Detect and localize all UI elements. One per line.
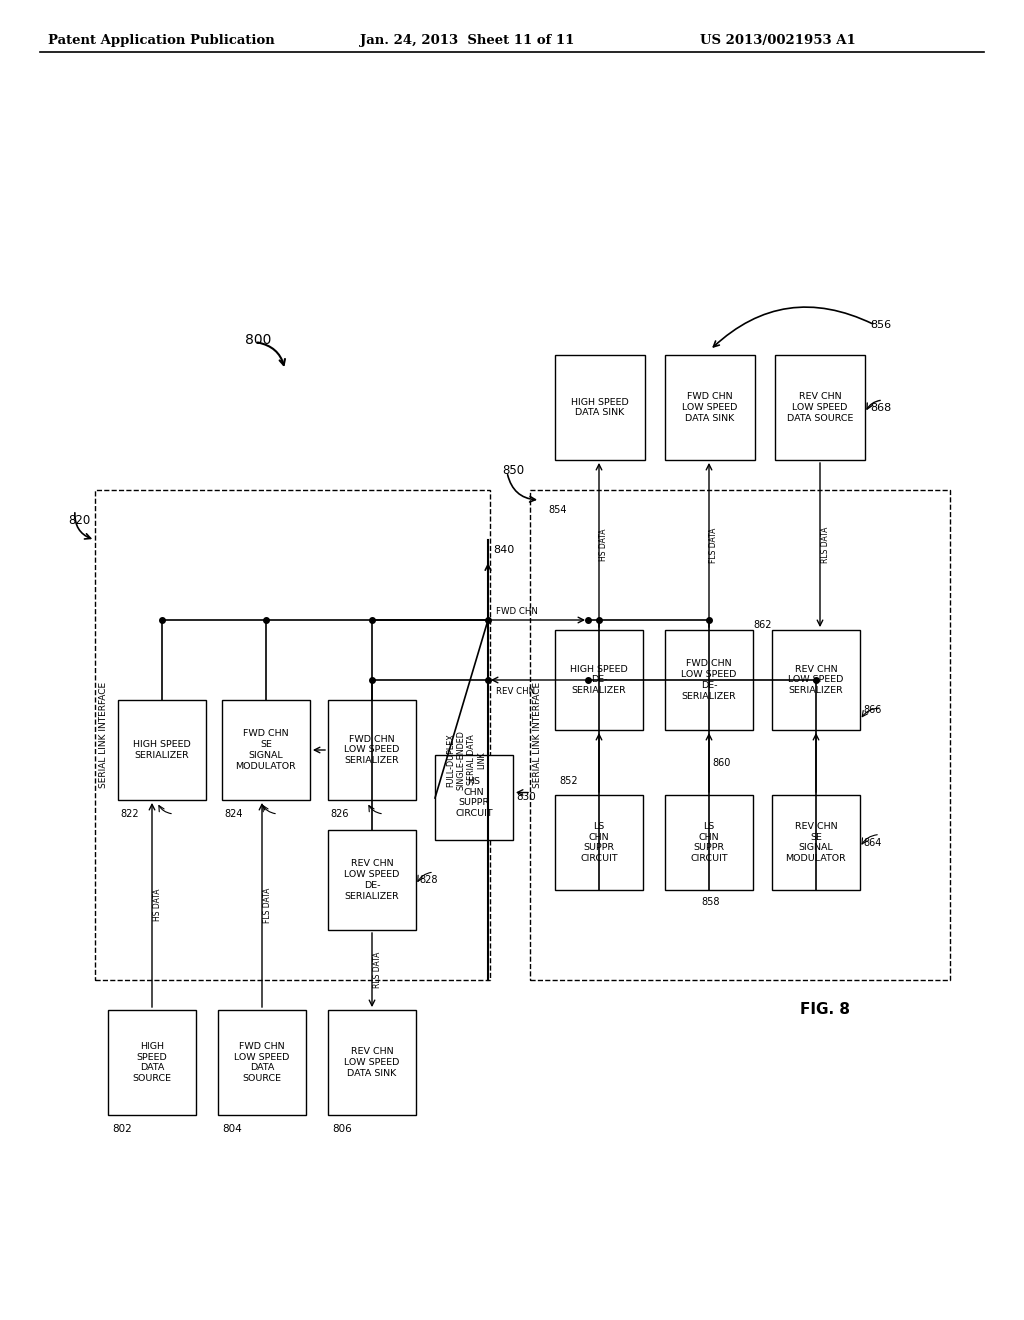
FancyBboxPatch shape — [555, 355, 645, 459]
Text: 840: 840 — [493, 545, 514, 554]
Text: HIGH
SPEED
DATA
SOURCE: HIGH SPEED DATA SOURCE — [132, 1041, 171, 1084]
Text: 864: 864 — [863, 837, 882, 847]
Text: REV CHN
LOW SPEED
DE-
SERIALIZER: REV CHN LOW SPEED DE- SERIALIZER — [344, 859, 399, 900]
FancyBboxPatch shape — [118, 700, 206, 800]
Text: REV CHN
LOW SPEED
DATA SOURCE: REV CHN LOW SPEED DATA SOURCE — [786, 392, 853, 422]
Text: 802: 802 — [112, 1125, 132, 1134]
FancyBboxPatch shape — [665, 795, 753, 890]
Text: HIGH SPEED
SERIALIZER: HIGH SPEED SERIALIZER — [133, 741, 190, 760]
Text: FWD CHN
LOW SPEED
DE-
SERIALIZER: FWD CHN LOW SPEED DE- SERIALIZER — [681, 660, 736, 701]
Text: SERIAL LINK INTERFACE: SERIAL LINK INTERFACE — [534, 682, 543, 788]
FancyBboxPatch shape — [772, 630, 860, 730]
Text: US 2013/0021953 A1: US 2013/0021953 A1 — [700, 34, 856, 48]
FancyBboxPatch shape — [222, 700, 310, 800]
FancyBboxPatch shape — [218, 1010, 306, 1115]
Text: 828: 828 — [419, 875, 437, 884]
Text: REV CHN
SE
SIGNAL
MODULATOR: REV CHN SE SIGNAL MODULATOR — [785, 822, 847, 863]
FancyBboxPatch shape — [775, 355, 865, 459]
Text: 852: 852 — [559, 776, 578, 785]
Text: 824: 824 — [224, 809, 243, 818]
Text: FWD CHN: FWD CHN — [496, 607, 538, 616]
Text: FWD CHN
LOW SPEED
DATA SINK: FWD CHN LOW SPEED DATA SINK — [682, 392, 737, 422]
Text: Patent Application Publication: Patent Application Publication — [48, 34, 274, 48]
Text: 856: 856 — [870, 319, 891, 330]
Text: FLS DATA: FLS DATA — [262, 887, 271, 923]
Text: HS DATA: HS DATA — [153, 888, 162, 921]
Text: 830: 830 — [516, 792, 536, 803]
FancyBboxPatch shape — [555, 630, 643, 730]
Text: 826: 826 — [330, 809, 348, 818]
Text: Jan. 24, 2013  Sheet 11 of 11: Jan. 24, 2013 Sheet 11 of 11 — [360, 34, 574, 48]
Text: FIG. 8: FIG. 8 — [800, 1002, 850, 1018]
FancyBboxPatch shape — [772, 795, 860, 890]
FancyBboxPatch shape — [435, 755, 513, 840]
Text: FWD CHN
LOW SPEED
DATA
SOURCE: FWD CHN LOW SPEED DATA SOURCE — [234, 1041, 290, 1084]
Text: HIGH SPEED
DATA SINK: HIGH SPEED DATA SINK — [571, 397, 629, 417]
FancyBboxPatch shape — [555, 795, 643, 890]
Text: LS
CHN
SUPPR
CIRCUIT: LS CHN SUPPR CIRCUIT — [690, 822, 728, 863]
Text: REV CHN
LOW SPEED
DATA SINK: REV CHN LOW SPEED DATA SINK — [344, 1047, 399, 1077]
Text: RLS DATA: RLS DATA — [820, 527, 829, 564]
Text: 800: 800 — [245, 333, 271, 347]
Text: 862: 862 — [753, 620, 771, 630]
Text: REV CHN
LOW SPEED
SERIALIZER: REV CHN LOW SPEED SERIALIZER — [788, 665, 844, 696]
Text: 822: 822 — [120, 809, 138, 818]
Text: 820: 820 — [68, 513, 90, 527]
Text: LS
CHN
SUPPR
CIRCUIT: LS CHN SUPPR CIRCUIT — [581, 822, 617, 863]
Text: 854: 854 — [548, 506, 566, 515]
Text: SERIAL LINK INTERFACE: SERIAL LINK INTERFACE — [98, 682, 108, 788]
FancyBboxPatch shape — [665, 630, 753, 730]
Text: 868: 868 — [870, 403, 891, 413]
Text: 806: 806 — [332, 1125, 352, 1134]
Text: HS DATA: HS DATA — [599, 529, 608, 561]
FancyBboxPatch shape — [328, 1010, 416, 1115]
FancyBboxPatch shape — [328, 700, 416, 800]
Text: 866: 866 — [863, 705, 882, 715]
Text: HIGH SPEED
DE-
SERIALIZER: HIGH SPEED DE- SERIALIZER — [570, 665, 628, 696]
FancyBboxPatch shape — [108, 1010, 196, 1115]
Text: 860: 860 — [712, 758, 730, 768]
FancyBboxPatch shape — [665, 355, 755, 459]
Text: RLS DATA: RLS DATA — [373, 952, 382, 989]
Text: 850: 850 — [502, 463, 524, 477]
Text: FULL-DUPLEX
SINGLE-ENDED
SERIAL DATA
LINK: FULL-DUPLEX SINGLE-ENDED SERIAL DATA LIN… — [445, 730, 486, 789]
Text: HS
CHN
SUPPR
CIRCUIT: HS CHN SUPPR CIRCUIT — [456, 777, 493, 818]
Text: 804: 804 — [222, 1125, 242, 1134]
Text: 858: 858 — [701, 898, 720, 907]
FancyBboxPatch shape — [328, 830, 416, 931]
Text: FWD CHN
SE
SIGNAL
MODULATOR: FWD CHN SE SIGNAL MODULATOR — [236, 730, 296, 771]
Text: FWD CHN
LOW SPEED
SERIALIZER: FWD CHN LOW SPEED SERIALIZER — [344, 735, 399, 766]
Text: REV CHN: REV CHN — [496, 688, 536, 697]
Text: FLS DATA: FLS DATA — [710, 527, 719, 562]
